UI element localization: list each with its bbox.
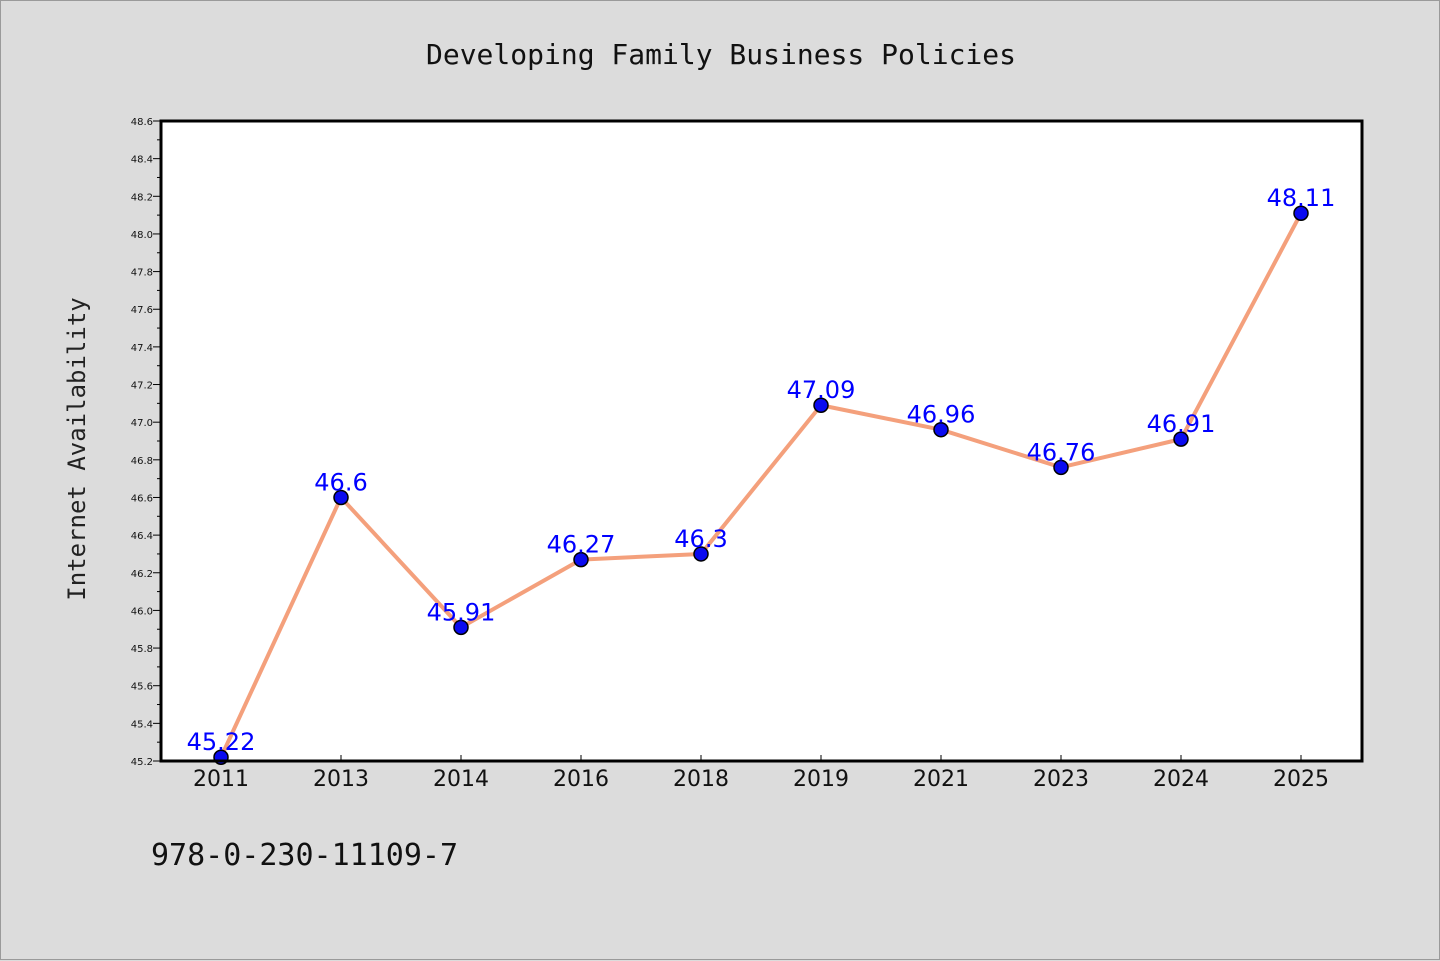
- data-point: [333, 489, 349, 506]
- y-tick-label: 46.0: [131, 606, 153, 617]
- y-tick-label: 45.6: [131, 682, 153, 693]
- x-tick-label: 2013: [313, 767, 369, 792]
- x-tick-label: 2025: [1273, 767, 1329, 792]
- data-label: 45.91: [427, 598, 496, 626]
- plot-border: [159, 119, 1364, 763]
- y-tick-label: 48.0: [131, 230, 153, 241]
- y-tick-label: 48.4: [131, 155, 153, 166]
- data-label: 46.96: [907, 401, 976, 429]
- y-tick-label: 46.2: [131, 569, 153, 580]
- y-tick-label: 46.8: [131, 456, 153, 467]
- x-tick-label: 2016: [553, 767, 609, 792]
- y-tick-label: 47.8: [131, 268, 153, 279]
- data-label: 46.27: [547, 531, 616, 559]
- series-line: [219, 212, 1303, 759]
- data-point: [933, 421, 949, 438]
- data-label: 46.91: [1147, 410, 1216, 438]
- x-tick-label: 2018: [673, 767, 729, 792]
- y-tick-label: 45.8: [131, 644, 153, 655]
- y-tick-label: 46.4: [131, 531, 153, 542]
- y-axis-label: Internet Availability: [63, 297, 91, 600]
- y-tick-label: 45.4: [131, 719, 153, 730]
- y-tick-label: 47.0: [131, 418, 153, 429]
- data-label: 48.11: [1267, 184, 1336, 212]
- data-point: [1173, 431, 1189, 447]
- footer-note: 978-0-230-11109-7: [151, 838, 458, 873]
- data-label: 47.09: [787, 376, 856, 404]
- data-point: [813, 397, 829, 413]
- data-point: [573, 551, 589, 568]
- x-tick-label: 2011: [193, 767, 249, 792]
- y-tick-label: 47.2: [131, 381, 153, 392]
- data-point: [693, 546, 709, 562]
- data-label: 46.3: [674, 525, 727, 553]
- chart-title: Developing Family Business Policies: [426, 38, 1016, 71]
- y-tick-label: 48.2: [131, 192, 153, 203]
- y-tick-label: 46.6: [131, 493, 153, 504]
- y-tick-label: 48.6: [131, 117, 153, 128]
- x-tick-label: 2019: [793, 767, 849, 792]
- data-point: [1293, 205, 1309, 221]
- x-tick-label: 2021: [913, 767, 969, 792]
- axis-ticks: 45.2 45.4 45.6 45.8 46.0 46.2 46.4 46.6 46.8 47.0…: [131, 117, 1329, 792]
- y-tick-label: 47.4: [131, 343, 153, 354]
- series-line-group: 45.22 46.6 45.91 46.27 46.3 47.09 46.96 46.76 46…: [187, 184, 1336, 765]
- x-tick-label: 2023: [1033, 767, 1089, 792]
- data-label: 46.76: [1027, 438, 1096, 466]
- y-tick-label: 45.2: [131, 757, 153, 768]
- data-label: 45.22: [187, 728, 256, 756]
- data-point: [1053, 459, 1069, 476]
- y-tick-label: 47.6: [131, 305, 153, 316]
- x-tick-label: 2014: [433, 767, 489, 792]
- plot-area: [161, 121, 1362, 761]
- x-tick-label: 2024: [1153, 767, 1209, 792]
- data-point: [453, 619, 469, 636]
- data-label: 46.6: [314, 468, 367, 496]
